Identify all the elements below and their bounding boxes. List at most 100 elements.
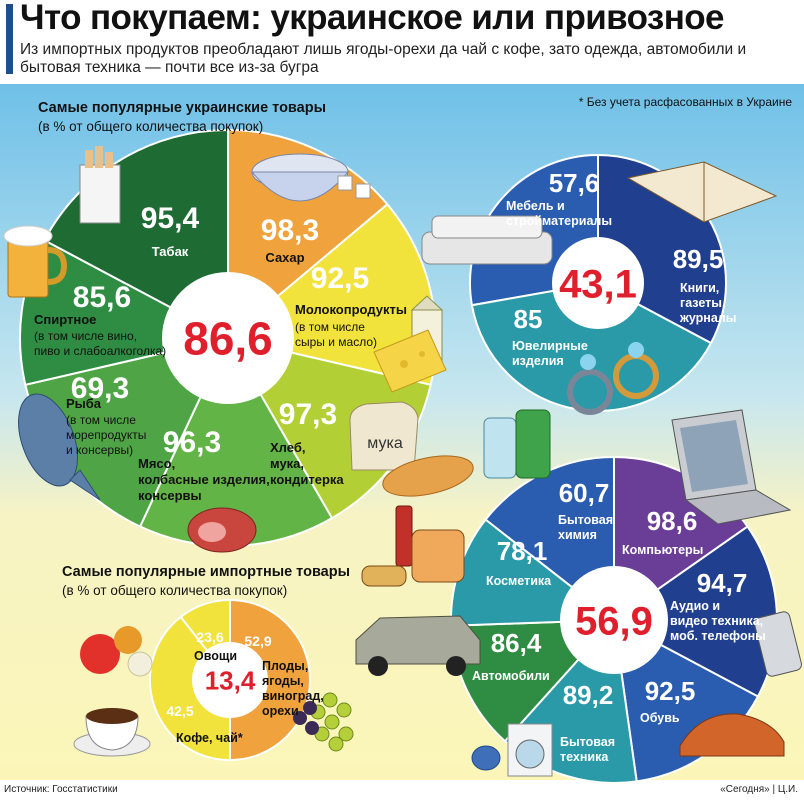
pie2-total-value: 43,1 <box>559 262 637 306</box>
pie1-label-bread: Хлеб, <box>270 440 305 455</box>
pie4-label-audio: Аудио и <box>670 599 720 613</box>
pie1-label2-dairy: (в том числе <box>295 320 365 334</box>
pie1-label-tobacco: Табак <box>152 244 189 259</box>
phone-icon <box>754 611 802 677</box>
pie4-label-cosmetics: Косметика <box>486 574 552 588</box>
pie4-label-audio: видео техника, <box>670 614 763 628</box>
pie4-center <box>560 566 668 674</box>
pie4-slice-3 <box>612 525 778 698</box>
pie1-value-bread: 97,3 <box>279 398 337 431</box>
pie1-label-fish: Рыба <box>66 396 102 411</box>
pie4-value-cosmetics: 78,1 <box>497 536 548 566</box>
pie4-value-audio: 94,7 <box>697 568 748 598</box>
pie2-value-furniture: 57,6 <box>549 168 600 198</box>
rings-icon <box>567 342 659 415</box>
fish-icon <box>18 393 101 501</box>
flour-sack-text: мука <box>367 435 403 452</box>
pie1-title: Самые популярные украинские товары <box>38 100 326 116</box>
pie4-value-cars: 86,4 <box>491 628 542 658</box>
pie2-center <box>552 237 644 329</box>
pie2-label-books: Книги, <box>680 281 719 295</box>
pie2-value-books: 89,5 <box>673 244 724 274</box>
beer-icon <box>3 225 68 298</box>
pie4-label-audio: моб. телефоны <box>670 629 766 643</box>
pie4-value-computers: 98,6 <box>647 506 698 536</box>
pie3-slice-2 <box>229 598 311 762</box>
pie1-label2-alcohol: пиво и слабоалкоголка) <box>34 344 166 358</box>
pie3-label-vegetables: Овощи <box>194 649 237 663</box>
pie3-label-fruits: ягоды, <box>262 674 304 688</box>
page-subtitle: Из импортных продуктов преобладают лишь … <box>20 41 747 76</box>
milk-cheese-icon <box>373 295 447 393</box>
pie1-value-sugar: 98,3 <box>261 214 319 247</box>
pie1-label-meat: колбасные изделия, <box>138 472 270 487</box>
book-icon <box>626 161 778 223</box>
coffee-icon <box>73 708 151 757</box>
footnote-note: * Без учета расфасованных в Украине <box>579 95 793 109</box>
pie3-label-fruits: орехи <box>262 704 299 718</box>
vegetables-icon <box>80 626 153 677</box>
pie2-label-jewelry: Ювелирные <box>512 339 588 353</box>
pie1-label2-fish: морепродукты <box>66 428 146 442</box>
bread-icon: мука <box>349 401 474 497</box>
laptop-icon <box>671 409 792 525</box>
pie4-label-chemicals: химия <box>558 528 597 542</box>
pie1-label2-alcohol: (в том числе вино, <box>34 329 137 343</box>
pie1-label-alcohol: Спиртное <box>34 312 96 327</box>
pie3-label-fruits: виноград, <box>262 689 324 703</box>
ham-icon <box>187 507 257 553</box>
pie1-label-meat: консервы <box>138 488 202 503</box>
shoes-icon <box>679 713 785 757</box>
pie1-value-meat: 96,3 <box>163 426 221 459</box>
pie1-label-dairy: Молокопродукты <box>295 302 407 317</box>
pie1-label-bread: мука, <box>270 456 304 471</box>
pie4-label-cars: Автомобили <box>472 669 550 683</box>
pie1-value-alcohol: 85,6 <box>73 281 131 314</box>
pie1-label-meat: Мясо, <box>138 456 175 471</box>
pie4-label-appliances: Бытовая <box>560 735 615 749</box>
pie3-subtitle: (в % от общего количества покупок) <box>62 583 287 598</box>
cosmetics-icon <box>361 505 465 587</box>
pie1-value-tobacco: 95,4 <box>141 202 200 235</box>
pie1-value-fish: 69,3 <box>71 372 129 405</box>
pie1-slice-1 <box>42 128 229 340</box>
pie3-center <box>192 642 268 718</box>
sugar-bowl-icon <box>250 153 371 202</box>
pie4-label-shoes: Обувь <box>640 711 680 725</box>
pie4-label-chemicals: Бытовая <box>558 513 613 527</box>
pie1-label2-dairy: сыры и масло) <box>295 335 377 349</box>
page-title: Что покупаем: украинское или привозное <box>20 0 725 37</box>
pie2-label-books: журналы <box>679 311 736 325</box>
pie4-total-value: 56,9 <box>575 599 653 643</box>
pie3-title: Самые популярные импортные товары <box>62 564 350 580</box>
pie3-total-value: 13,4 <box>205 665 256 695</box>
pie1-subtitle: (в % от общего количества покупок) <box>38 119 263 134</box>
cigarettes-icon <box>79 146 121 224</box>
car-icon <box>355 615 481 676</box>
pie1-value-dairy: 92,5 <box>311 262 369 295</box>
pie1-label-bread: кондитерка <box>270 472 344 487</box>
pie2-value-jewelry: 85 <box>514 304 543 334</box>
pie3-value-fruits: 52,9 <box>244 633 271 649</box>
pie3-value-vegetables: 23,6 <box>196 629 223 645</box>
pie4-value-appliances: 89,2 <box>563 680 614 710</box>
pie4-label-computers: Компьютеры <box>622 543 703 557</box>
pie1-label2-fish: и консервы) <box>66 443 133 457</box>
pie1-total-value: 86,6 <box>183 313 273 365</box>
pie2-label-books: газеты, <box>680 296 725 310</box>
author-credit: «Сегодня» | Ц.И. <box>720 784 798 795</box>
pie3-slice-3 <box>149 615 231 762</box>
pie3-label-fruits: Плоды, <box>262 659 308 673</box>
pie4-value-shoes: 92,5 <box>645 676 696 706</box>
pie1-center <box>162 272 294 404</box>
pie3-label-coffee: Кофе, чай* <box>176 731 243 745</box>
pie3-value-coffee: 42,5 <box>166 703 193 719</box>
detergent-icon <box>483 409 551 479</box>
pie1-label2-fish: (в том числе <box>66 413 136 427</box>
pie2-label-jewelry: изделия <box>512 354 564 368</box>
pie4-label-appliances: техника <box>560 750 609 764</box>
washer-icon <box>471 723 553 777</box>
pie1-label-sugar: Сахар <box>265 250 304 265</box>
